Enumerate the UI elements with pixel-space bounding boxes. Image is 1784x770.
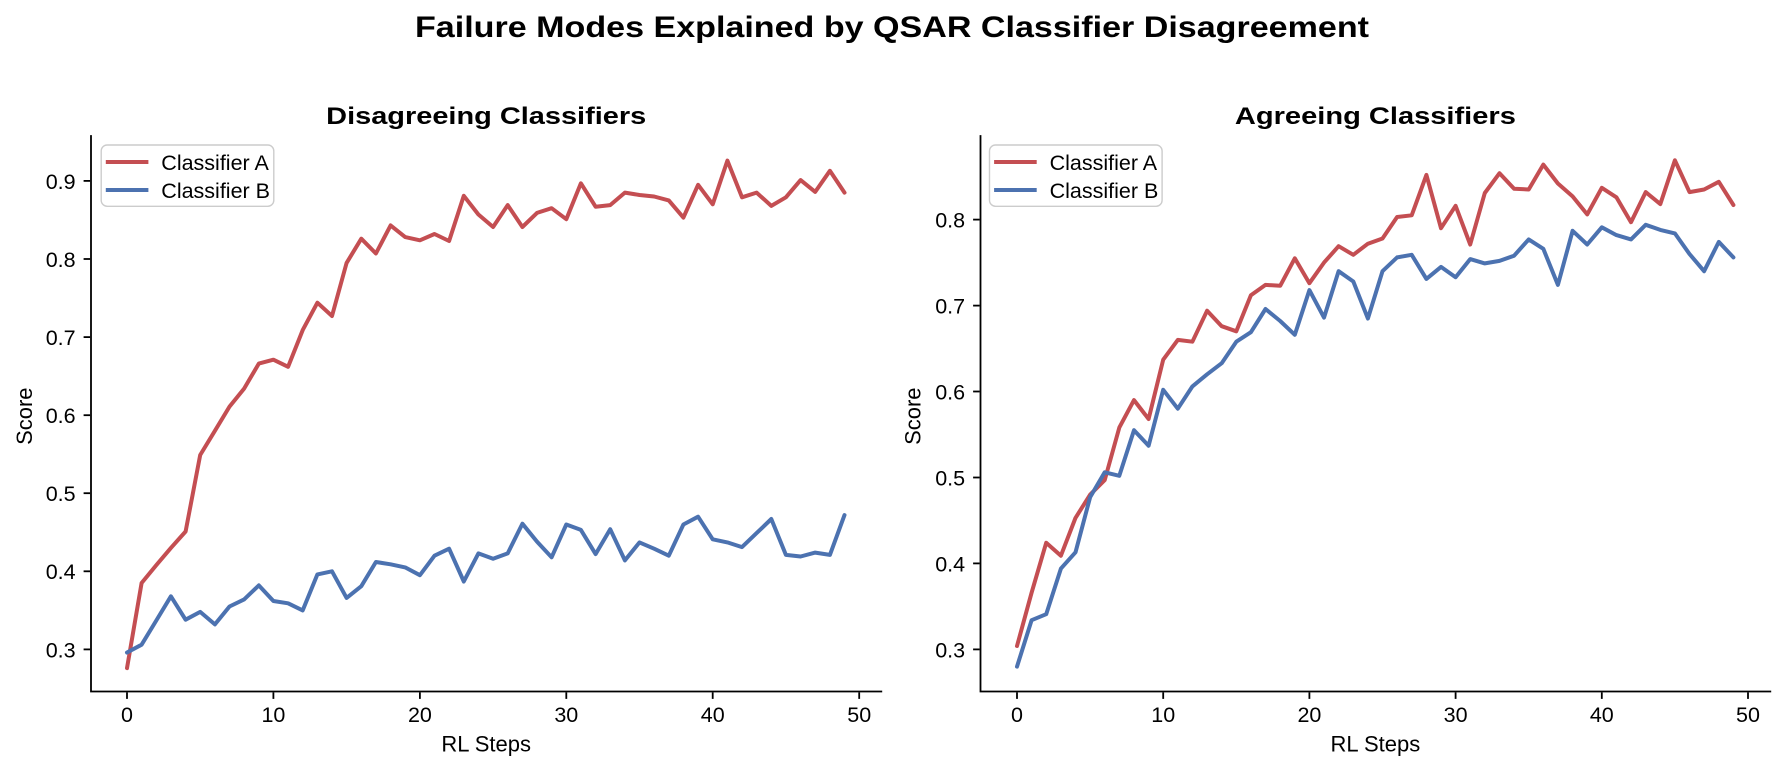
svg-text:0.8: 0.8	[935, 209, 965, 233]
svg-text:0.4: 0.4	[935, 552, 965, 576]
svg-text:Classifier B: Classifier B	[161, 179, 270, 203]
svg-text:Score: Score	[901, 387, 926, 444]
svg-text:Classifier A: Classifier A	[161, 151, 269, 175]
svg-text:0.7: 0.7	[935, 295, 965, 319]
svg-text:0.5: 0.5	[46, 482, 76, 506]
svg-text:0.7: 0.7	[46, 326, 76, 350]
svg-text:0.3: 0.3	[46, 638, 76, 662]
svg-text:RL Steps: RL Steps	[1331, 732, 1421, 757]
svg-text:0.4: 0.4	[46, 560, 76, 584]
svg-text:20: 20	[1297, 703, 1321, 727]
svg-text:RL Steps: RL Steps	[441, 732, 531, 757]
svg-text:10: 10	[261, 703, 285, 727]
svg-text:0.3: 0.3	[935, 638, 965, 662]
svg-text:0.6: 0.6	[935, 380, 965, 404]
svg-text:0.5: 0.5	[935, 466, 965, 490]
svg-text:Failure Modes Explained by QSA: Failure Modes Explained by QSAR Classifi…	[415, 11, 1369, 44]
svg-text:Classifier A: Classifier A	[1050, 151, 1158, 175]
svg-text:0.6: 0.6	[46, 404, 76, 428]
svg-text:Score: Score	[12, 387, 37, 444]
svg-text:0: 0	[121, 703, 133, 727]
svg-text:0.9: 0.9	[46, 170, 76, 194]
svg-text:40: 40	[701, 703, 725, 727]
svg-text:20: 20	[408, 703, 432, 727]
svg-text:30: 30	[1444, 703, 1468, 727]
svg-text:30: 30	[554, 703, 578, 727]
svg-text:40: 40	[1590, 703, 1614, 727]
svg-text:0: 0	[1011, 703, 1023, 727]
svg-text:10: 10	[1151, 703, 1175, 727]
svg-text:Classifier B: Classifier B	[1050, 179, 1159, 203]
svg-text:0.8: 0.8	[46, 248, 76, 272]
svg-text:50: 50	[847, 703, 871, 727]
svg-text:Disagreeing Classifiers: Disagreeing Classifiers	[326, 103, 646, 130]
svg-text:Agreeing Classifiers: Agreeing Classifiers	[1235, 103, 1516, 130]
svg-text:50: 50	[1736, 703, 1760, 727]
